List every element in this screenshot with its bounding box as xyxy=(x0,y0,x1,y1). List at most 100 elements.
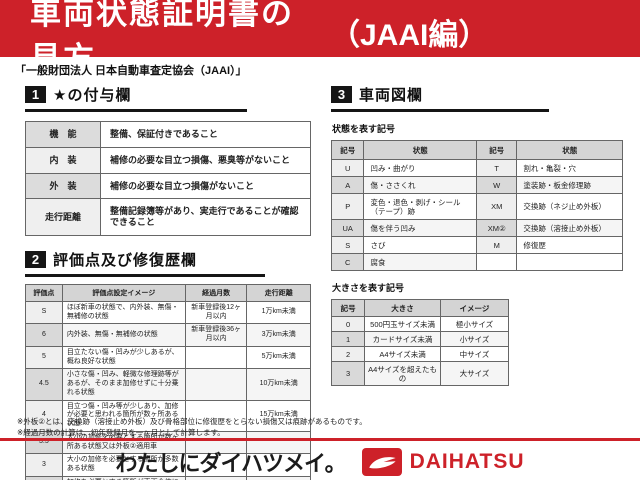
star-criteria-table: 機 能 整備、保証付きであること 内 装 補修の必要な目立つ損傷、悪臭等がないこ… xyxy=(25,121,311,236)
size-desc: A4サイズを超えたもの xyxy=(364,361,441,386)
daihatsu-brand-lockup: DAIHATSU xyxy=(361,447,525,476)
section1-heading: 1 ★の付与欄 xyxy=(25,84,247,112)
symbol-code: U xyxy=(330,159,365,177)
grade-history-table: 評価点 評価点設定イメージ 経過月数 走行距離 S ほぼ新車の状態で、内外装、無… xyxy=(25,283,311,480)
col-header-months: 経過月数 xyxy=(184,283,248,302)
grade-months xyxy=(184,399,248,432)
symbol-state: 交換跡（ネジ止め外板） xyxy=(516,193,623,220)
criteria-label: 内 装 xyxy=(25,146,101,174)
table-row: A 傷・ささくれ W 塗装跡・板金修理跡 xyxy=(330,176,623,194)
table-row: 4 目立つ傷・凹み等が少しあり、加修が必要と思われる箇所が数ヶ所ある状態 15万… xyxy=(25,399,311,432)
symbol-code xyxy=(475,253,518,271)
symbol-code: UA xyxy=(330,219,365,237)
size-desc: A4サイズ未満 xyxy=(364,346,441,362)
symbol-code: C xyxy=(330,253,365,271)
symbol-state: 割れ・亀裂・穴 xyxy=(516,159,623,177)
grade-mileage: 15万km未満 xyxy=(246,399,311,432)
col-header-state: 状態 xyxy=(363,140,477,160)
table-row: 2 加修を必要とする箇所が車両全体にある状態 xyxy=(25,475,311,480)
grade-months xyxy=(184,430,248,455)
col-header-state: 状態 xyxy=(516,140,623,160)
section1-title: ★の付与欄 xyxy=(53,87,132,104)
grade-desc: 小さな傷・凹み、軽微な修理跡等があるが、そのまま加修せずに十分乗れる状態 xyxy=(61,368,186,401)
section2-heading: 2 評価点及び修復歴欄 xyxy=(25,249,265,277)
grade-mileage: 3万km未満 xyxy=(246,323,311,347)
size-code: 1 xyxy=(330,331,366,347)
symbol-state: 塗装跡・板金修理跡 xyxy=(516,176,623,194)
footnotes: ※外板②とは、交換跡（溶接止め外板）及び骨格部位に修復歴をとらない損傷又は痕跡が… xyxy=(17,417,367,439)
grade-desc: 内外装、無傷・無補修の状態 xyxy=(61,323,186,347)
grade-desc: 大小の加修を必要とする箇所が数ヶ所ある状態又は外板②適用車 xyxy=(61,430,186,455)
symbol-state: 傷を伴う凹み xyxy=(363,219,477,237)
symbol-code: T xyxy=(475,159,518,177)
grade-mileage: 5万km未満 xyxy=(246,345,311,370)
footnote-line: ※外板②とは、交換跡（溶接止め外板）及び骨格部位に修復歴をとらない損傷又は痕跡が… xyxy=(17,417,367,426)
right-column: 3 車両図欄 状態を表す記号 記号 状態 記号 状態 U 凹み・曲がり T 割れ… xyxy=(330,84,625,386)
issuer-subtitle: 「一般財団法人 日本自動車査定協会（JAAI）」 xyxy=(15,65,247,77)
size-image: 中サイズ xyxy=(439,346,510,362)
criteria-desc: 整備記録簿等があり、実走行であることが確認できること xyxy=(100,198,311,236)
table-row: 3 大小の加修を必要とする箇所が多数ある状態 xyxy=(25,453,311,477)
grade-desc: 目立つ傷・凹み等が少しあり、加修が必要と思われる箇所が数ヶ所ある状態 xyxy=(61,399,186,432)
section2-number-badge: 2 xyxy=(25,250,46,268)
symbol-state: 変色・退色・剥げ・シール（テープ）跡 xyxy=(363,193,477,220)
grade-score: S xyxy=(25,300,63,325)
size-symbols-label: 大きさを表す記号 xyxy=(332,283,405,293)
grade-months xyxy=(184,368,248,401)
grade-score: 3 xyxy=(25,453,63,477)
table-row: S ほぼ新車の状態で、内外装、無傷・無補修の状態 新車登録後12ヶ月以内 1万k… xyxy=(25,300,311,325)
size-desc: 500円玉サイズ未満 xyxy=(364,316,441,332)
section2-title: 評価点及び修復歴欄 xyxy=(53,251,198,269)
section3-title: 車両図欄 xyxy=(359,87,424,104)
symbol-state: 腐食 xyxy=(363,253,477,271)
symbol-code: XM xyxy=(475,193,518,220)
col-header-symbol: 記号 xyxy=(330,299,366,317)
page-header: 車両状態証明書の見方 （JAAI編） xyxy=(0,0,640,76)
col-header-size: 大きさ xyxy=(364,299,441,317)
table-row: 0 500円玉サイズ未満 極小サイズ xyxy=(330,316,510,332)
table-header-row: 記号 状態 記号 状態 xyxy=(330,140,623,160)
table-row: 外 装 補修の必要な目立つ損傷がないこと xyxy=(25,172,311,200)
table-row: 内 装 補修の必要な目立つ損傷、悪臭等がないこと xyxy=(25,146,311,174)
grade-desc: 目立たない傷・凹みが少しあるが、概ね良好な状態 xyxy=(61,345,186,370)
grade-mileage xyxy=(246,475,311,480)
page-title: 車両状態証明書の見方 xyxy=(30,0,294,76)
size-image: 小サイズ xyxy=(439,331,510,347)
table-row: 6 内外装、無傷・無補修の状態 新車登録後36ヶ月以内 3万km未満 xyxy=(25,323,311,347)
symbol-state xyxy=(516,253,623,271)
grade-desc: 加修を必要とする箇所が車両全体にある状態 xyxy=(61,475,186,480)
col-header-symbol: 記号 xyxy=(475,140,518,160)
size-code: 2 xyxy=(330,346,366,362)
table-row: P 変色・退色・剥げ・シール（テープ）跡 XM 交換跡（ネジ止め外板） xyxy=(330,193,623,220)
table-row: 4.5 小さな傷・凹み、軽微な修理跡等があるが、そのまま加修せずに十分乗れる状態… xyxy=(25,368,311,401)
criteria-desc: 整備、保証付きであること xyxy=(100,121,311,148)
table-row: UA 傷を伴う凹み XM② 交換跡（溶接止め外板） xyxy=(330,219,623,237)
grade-score: 6 xyxy=(25,323,63,347)
table-header-row: 評価点 評価点設定イメージ 経過月数 走行距離 xyxy=(25,283,311,302)
criteria-label: 走行距離 xyxy=(25,198,101,236)
table-row: 5 目立たない傷・凹みが少しあるが、概ね良好な状態 5万km未満 xyxy=(25,345,311,370)
daihatsu-d-mark-icon xyxy=(361,447,402,476)
grade-desc: ほぼ新車の状態で、内外装、無傷・無補修の状態 xyxy=(61,300,186,325)
symbol-code: S xyxy=(330,236,365,254)
table-row: 2 A4サイズ未満 中サイズ xyxy=(330,346,510,362)
table-row: C 腐食 xyxy=(330,253,623,271)
footnote-line: ※経過月数の計算は、初年登録月を一ヶ月として計算します。 xyxy=(17,427,225,437)
section3-number-badge: 3 xyxy=(331,86,352,103)
criteria-desc: 補修の必要な目立つ損傷がないこと xyxy=(100,172,311,200)
daihatsu-wordmark: DAIHATSU xyxy=(409,449,525,473)
grade-months: 新車登録後36ヶ月以内 xyxy=(184,323,248,347)
table-header-row: 記号 大きさ イメージ xyxy=(330,299,510,317)
criteria-label: 機 能 xyxy=(25,121,101,148)
symbol-code: W xyxy=(475,176,518,194)
size-code: 0 xyxy=(330,316,366,332)
state-symbols-table: 記号 状態 記号 状態 U 凹み・曲がり T 割れ・亀裂・穴 A 傷・ささくれ … xyxy=(330,140,623,271)
section1-number-badge: 1 xyxy=(25,86,46,103)
symbol-state: 傷・ささくれ xyxy=(363,176,477,194)
size-image: 大サイズ xyxy=(439,361,510,386)
section3-heading: 3 車両図欄 xyxy=(331,84,549,112)
grade-score: 4.5 xyxy=(25,368,63,401)
table-row: 走行距離 整備記録簿等があり、実走行であることが確認できること xyxy=(25,198,311,236)
grade-score: 5 xyxy=(25,345,63,370)
